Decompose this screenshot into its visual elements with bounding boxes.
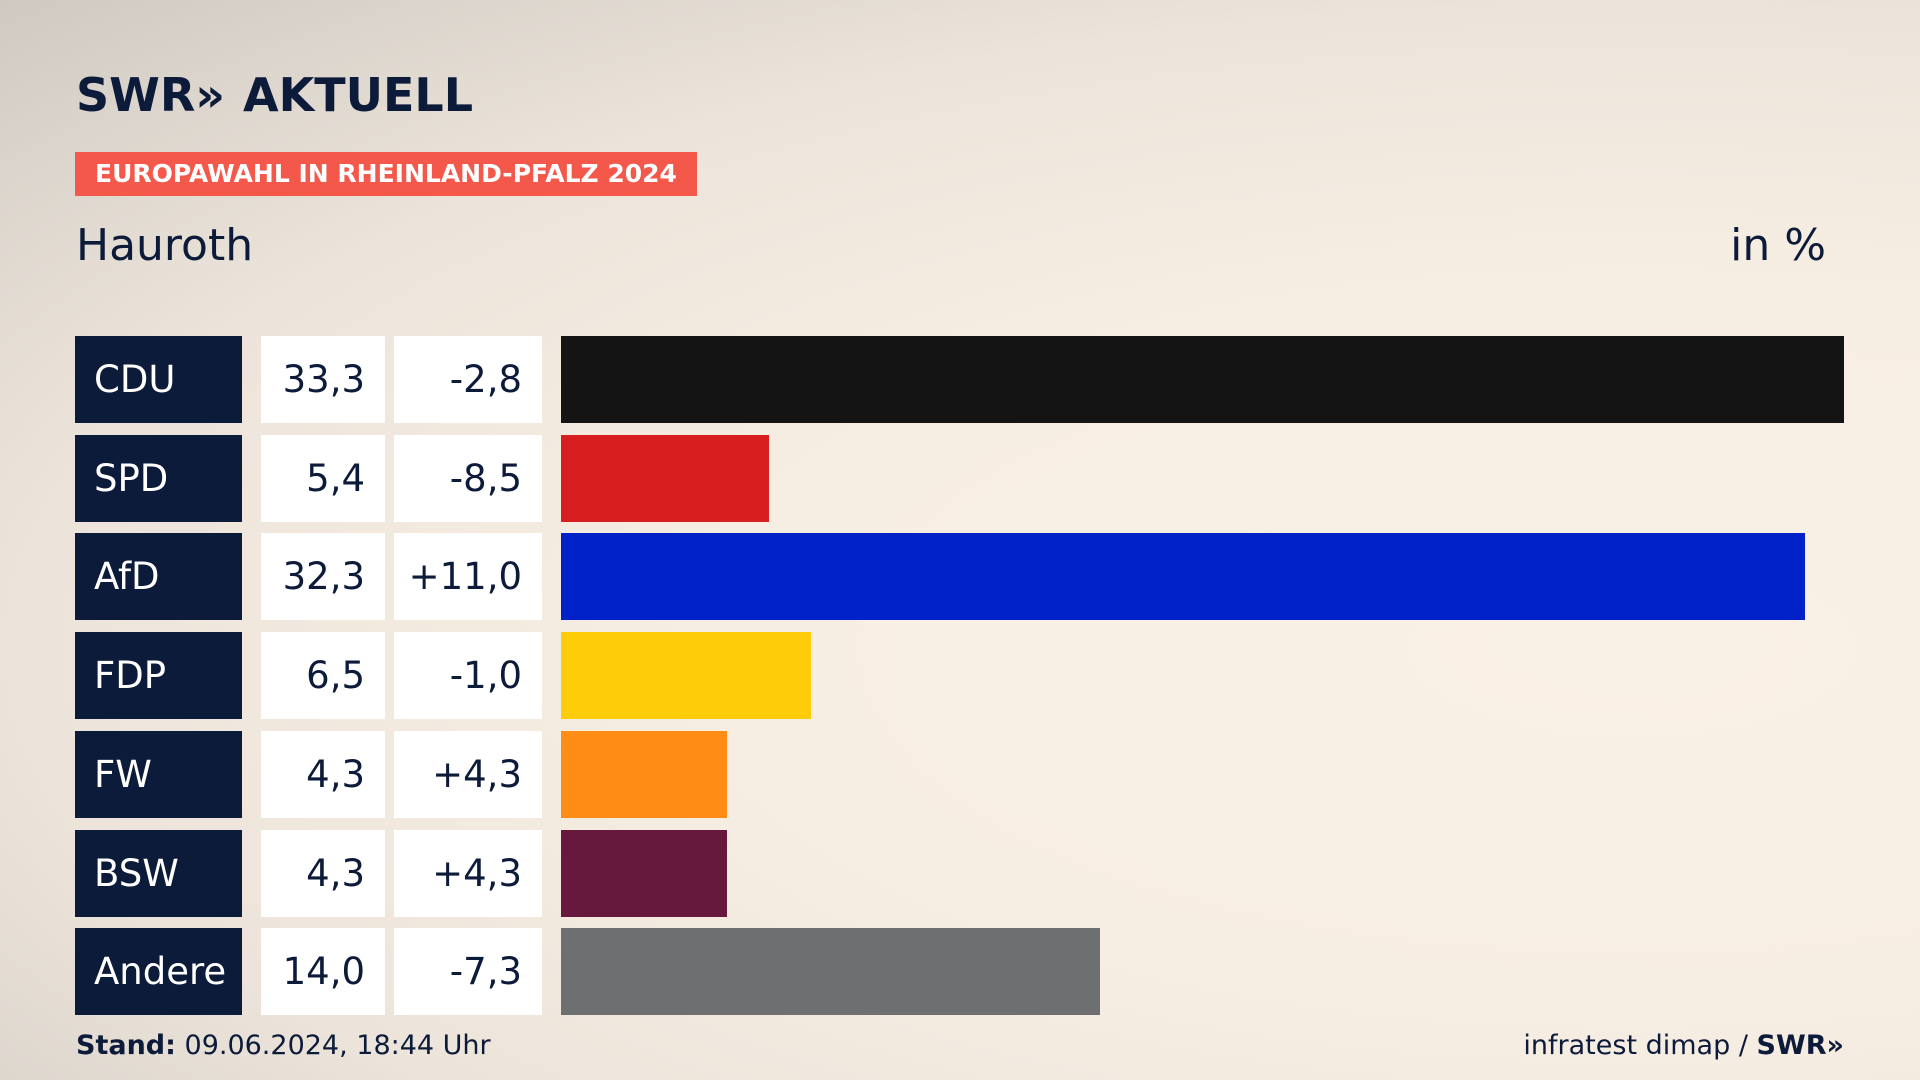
logo-aktuell: AKTUELL <box>243 68 474 122</box>
party-label: BSW <box>75 829 242 917</box>
unit-label: in % <box>1730 220 1826 271</box>
result-bar <box>561 434 769 522</box>
diff-label: -8,5 <box>394 434 542 522</box>
value-label: 32,3 <box>261 533 385 621</box>
diff-label: +4,3 <box>394 829 542 917</box>
swr-aktuell-logo: SWR» AKTUELL <box>76 68 473 122</box>
stand-label: Stand: <box>76 1030 176 1061</box>
party-label: FW <box>75 730 242 818</box>
logo-swr: SWR <box>76 68 196 122</box>
result-bar <box>561 533 1805 621</box>
diff-label: -7,3 <box>394 928 542 1016</box>
party-label: FDP <box>75 632 242 720</box>
party-label: AfD <box>75 533 242 621</box>
value-label: 4,3 <box>261 730 385 818</box>
source-text: infratest dimap / <box>1523 1030 1748 1061</box>
stand-value: 09.06.2024, 18:44 Uhr <box>184 1030 491 1061</box>
result-bar <box>561 336 1844 423</box>
party-label: SPD <box>75 434 242 522</box>
result-bar <box>561 829 727 917</box>
logo-arrows-icon: » <box>195 68 226 122</box>
result-bar <box>561 632 811 720</box>
source-credit: infratest dimap / SWR» <box>1523 1030 1844 1061</box>
diff-label: -1,0 <box>394 632 542 720</box>
election-badge: EUROPAWAHL IN RHEINLAND-PFALZ 2024 <box>75 152 697 196</box>
value-label: 4,3 <box>261 829 385 917</box>
value-label: 6,5 <box>261 632 385 720</box>
location-title: Hauroth <box>76 220 254 271</box>
value-label: 5,4 <box>261 434 385 522</box>
value-label: 33,3 <box>261 336 385 423</box>
diff-label: +11,0 <box>394 533 542 621</box>
diff-label: -2,8 <box>394 336 542 423</box>
result-bar <box>561 730 727 818</box>
timestamp: Stand: 09.06.2024, 18:44 Uhr <box>76 1030 491 1061</box>
result-bar <box>561 928 1100 1016</box>
diff-label: +4,3 <box>394 730 542 818</box>
swr-small-logo: SWR» <box>1756 1030 1844 1061</box>
party-label: CDU <box>75 336 242 423</box>
value-label: 14,0 <box>261 928 385 1016</box>
party-label: Andere <box>75 928 242 1016</box>
